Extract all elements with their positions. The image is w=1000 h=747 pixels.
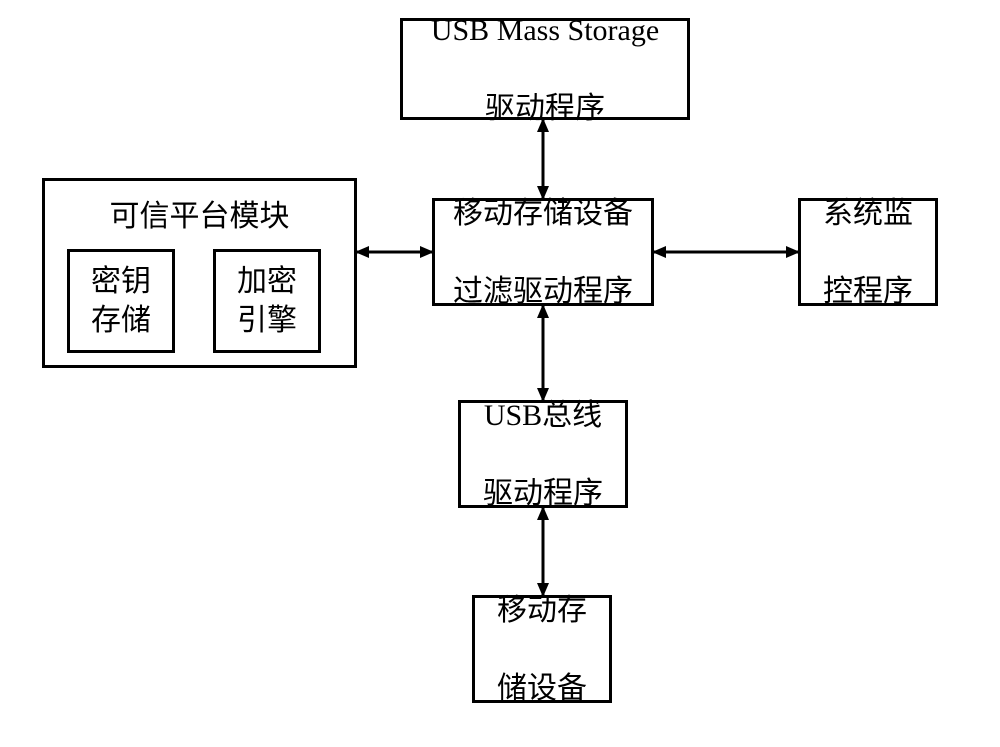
line2: 引擎: [237, 301, 297, 340]
line1: 移动存: [497, 591, 587, 630]
line2: 储设备: [497, 669, 587, 708]
line2: 驱动程序: [431, 89, 659, 128]
line1: 系统监: [823, 194, 913, 233]
label: USB总线 驱动程序: [483, 357, 603, 552]
line2: 过滤驱动程序: [453, 272, 633, 311]
line1: 加密: [237, 262, 297, 301]
label: USB Mass Storage 驱动程序: [431, 0, 659, 167]
node-tpm-key: 密钥 存储: [67, 249, 175, 353]
line1: USB Mass Storage: [431, 11, 659, 50]
node-filter-driver: 移动存储设备 过滤驱动程序: [432, 198, 654, 306]
line2: 驱动程序: [483, 474, 603, 513]
node-tpm-engine: 加密 引擎: [213, 249, 321, 353]
node-sys-monitor: 系统监 控程序: [798, 198, 938, 306]
line1: 密钥: [91, 262, 151, 301]
line1: 移动存储设备: [453, 194, 633, 233]
node-tpm: 可信平台模块 密钥 存储 加密 引擎: [42, 178, 357, 368]
label: 移动存储设备 过滤驱动程序: [453, 155, 633, 350]
tpm-title: 可信平台模块: [45, 191, 354, 235]
line1: USB总线: [483, 396, 603, 435]
node-usb-mass-storage: USB Mass Storage 驱动程序: [400, 18, 690, 120]
line2: 存储: [91, 301, 151, 340]
node-usb-bus: USB总线 驱动程序: [458, 400, 628, 508]
line2: 控程序: [823, 272, 913, 311]
node-mobile-storage: 移动存 储设备: [472, 595, 612, 703]
label: 系统监 控程序: [823, 155, 913, 350]
label: 移动存 储设备: [497, 552, 587, 747]
